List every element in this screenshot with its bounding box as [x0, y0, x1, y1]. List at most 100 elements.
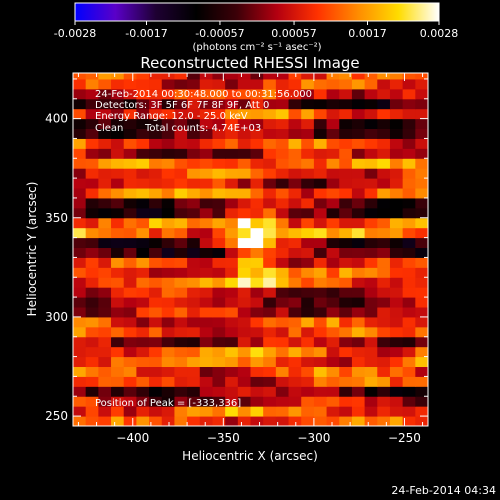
heatmap-cell: [237, 227, 251, 239]
heatmap-cell: [339, 178, 353, 189]
heatmap-cell: [237, 78, 251, 90]
heatmap-cell: [149, 78, 163, 90]
chart-title: Reconstructed RHESSI Image: [140, 54, 359, 72]
heatmap-cell: [339, 118, 353, 130]
heatmap-cell: [263, 366, 277, 377]
heatmap-cell: [199, 168, 213, 179]
heatmap-cell: [212, 158, 226, 169]
heatmap-cell: [377, 326, 391, 338]
heatmap-cell: [389, 316, 404, 328]
heatmap-cell: [326, 386, 340, 397]
heatmap-cell: [402, 138, 416, 149]
heatmap-cell: [250, 148, 264, 159]
heatmap-cell: [351, 138, 366, 149]
heatmap-cell: [339, 277, 353, 288]
heatmap-cell: [149, 406, 163, 417]
heatmap-cell: [225, 73, 239, 80]
heatmap-cell: [161, 168, 175, 179]
heatmap-cell: [237, 178, 251, 189]
heatmap-cell: [263, 148, 277, 159]
heatmap-cell: [174, 98, 188, 110]
heatmap-cell: [136, 118, 150, 130]
heatmap-cell: [301, 237, 315, 249]
heatmap-cell: [136, 307, 150, 318]
heatmap-cell: [275, 88, 290, 100]
annotation-peak-position: Position of Peak = [-333,336]: [95, 398, 241, 409]
heatmap-cell: [402, 287, 416, 298]
heatmap-cell: [85, 168, 99, 179]
heatmap-cell: [275, 197, 290, 209]
heatmap-cell: [212, 287, 226, 298]
heatmap-cell: [326, 98, 340, 110]
heatmap-cell: [174, 326, 188, 338]
heatmap-cell: [174, 88, 188, 100]
heatmap-cell: [313, 366, 328, 377]
heatmap-cell: [301, 307, 315, 318]
heatmap-cell: [161, 178, 175, 189]
heatmap-cell: [212, 396, 226, 407]
heatmap-cell: [149, 416, 163, 427]
heatmap-cell: [136, 88, 150, 100]
heatmap-cell: [402, 297, 416, 308]
heatmap-cell: [288, 346, 302, 358]
heatmap-cell: [174, 178, 188, 189]
heatmap-cell: [415, 118, 429, 130]
heatmap-cell: [73, 73, 87, 80]
heatmap-cell: [351, 73, 366, 80]
colorbar-tick-label: 0.00057: [271, 27, 317, 40]
heatmap-cell: [85, 98, 99, 110]
heatmap-cell: [111, 98, 125, 110]
heatmap-cell: [85, 416, 99, 427]
heatmap-cell: [85, 336, 99, 348]
heatmap-cell: [377, 267, 391, 278]
heatmap-cell: [161, 247, 175, 258]
heatmap-cell: [237, 217, 251, 229]
heatmap-cell: [301, 366, 315, 377]
heatmap-cell: [237, 237, 251, 249]
heatmap-cell: [98, 128, 112, 139]
heatmap-cell: [377, 217, 391, 229]
heatmap-cell: [174, 396, 188, 407]
heatmap-cell: [123, 73, 137, 80]
heatmap-cell: [377, 396, 391, 407]
heatmap-cell: [123, 247, 137, 258]
heatmap-cell: [174, 247, 188, 258]
heatmap-cell: [111, 207, 125, 219]
heatmap-cell: [123, 346, 137, 358]
heatmap-cell: [123, 138, 137, 149]
heatmap-cell: [225, 148, 239, 159]
heatmap-cell: [149, 227, 163, 239]
heatmap-cell: [199, 197, 213, 209]
heatmap-cell: [339, 78, 353, 90]
heatmap-cell: [212, 88, 226, 100]
heatmap-cell: [187, 356, 201, 368]
heatmap-cell: [326, 108, 340, 120]
heatmap-cell: [364, 366, 378, 377]
heatmap-cell: [199, 128, 213, 139]
heatmap-cell: [250, 326, 264, 338]
heatmap-cell: [275, 168, 290, 179]
heatmap-cell: [225, 247, 239, 258]
heatmap-cell: [161, 118, 175, 130]
heatmap-cell: [339, 108, 353, 120]
heatmap-cell: [212, 128, 226, 139]
heatmap-cell: [288, 386, 302, 397]
heatmap-cell: [149, 108, 163, 120]
plot-frame: [72, 72, 429, 427]
heatmap-cell: [389, 346, 404, 358]
heatmap-cell: [174, 108, 188, 120]
heatmap-cell: [111, 227, 125, 239]
heatmap-cell: [123, 326, 137, 338]
heatmap-cell: [301, 138, 315, 149]
heatmap-cell: [263, 346, 277, 358]
heatmap-cell: [326, 73, 340, 80]
heatmap-cell: [212, 207, 226, 219]
heatmap-cell: [85, 158, 99, 169]
heatmap-cell: [402, 217, 416, 229]
heatmap-cell: [123, 128, 137, 139]
heatmap-cell: [288, 168, 302, 179]
heatmap-cell: [250, 178, 264, 189]
heatmap-cell: [111, 267, 125, 278]
heatmap-cell: [351, 217, 366, 229]
heatmap-cell: [136, 366, 150, 377]
